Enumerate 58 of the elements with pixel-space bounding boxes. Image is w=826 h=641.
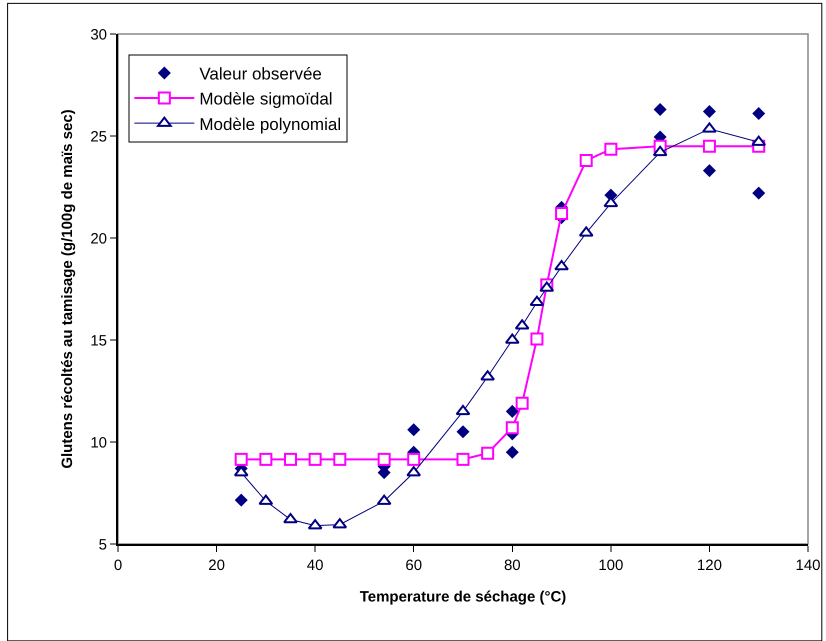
x-tick-label: 20 (208, 557, 225, 574)
point (539, 281, 554, 292)
point (578, 226, 594, 237)
point (530, 296, 544, 306)
y-tick-label: 30 (90, 26, 107, 44)
legend-label: Modèle polynomial (199, 114, 342, 134)
point (506, 404, 519, 418)
y-tick-label: 20 (90, 230, 107, 248)
legend-label: Modèle sigmoïdal (199, 90, 333, 109)
point (259, 452, 272, 466)
point (376, 494, 392, 505)
x-tick-label: 100 (598, 557, 624, 574)
point (258, 494, 274, 505)
x-tick-label: 140 (795, 557, 821, 574)
y-tick-label: 15 (90, 332, 107, 350)
point (283, 513, 298, 524)
x-tick-label: 80 (504, 557, 521, 574)
point (308, 519, 322, 530)
x-tick-label: 120 (696, 557, 722, 574)
point (654, 102, 667, 116)
point (702, 164, 716, 178)
point (480, 370, 495, 380)
point (378, 452, 391, 466)
x-tick-label: 40 (306, 557, 324, 574)
point (514, 319, 530, 330)
point (530, 332, 544, 346)
point (407, 423, 420, 436)
point (234, 494, 248, 507)
y-tick-label: 10 (90, 434, 107, 452)
y-tick-label: 25 (90, 128, 107, 146)
point (652, 146, 668, 156)
x-tick-label: 0 (114, 557, 122, 574)
y-tick-label: 5 (98, 536, 107, 554)
point (284, 452, 297, 466)
point (506, 446, 519, 459)
point (702, 105, 716, 118)
point (702, 122, 717, 133)
point (456, 404, 470, 416)
point (456, 452, 470, 466)
point (407, 452, 420, 466)
point (580, 154, 593, 167)
x-tick-label: 60 (405, 557, 422, 574)
point (481, 446, 494, 460)
point (752, 107, 766, 120)
point (604, 142, 618, 156)
point (456, 425, 470, 438)
point (702, 140, 716, 153)
point (752, 186, 766, 200)
x-axis-title: Temperature de séchage (°C) (360, 588, 566, 606)
point (308, 452, 322, 466)
point (234, 452, 248, 466)
legend-label: Valeur observée (199, 64, 322, 84)
y-axis-title: Glutens récoltés au tamisage (g/100g de maïs sec) (59, 109, 76, 469)
point (516, 396, 529, 410)
point (554, 260, 569, 270)
point (506, 421, 519, 434)
point (333, 452, 346, 466)
point (555, 207, 568, 220)
